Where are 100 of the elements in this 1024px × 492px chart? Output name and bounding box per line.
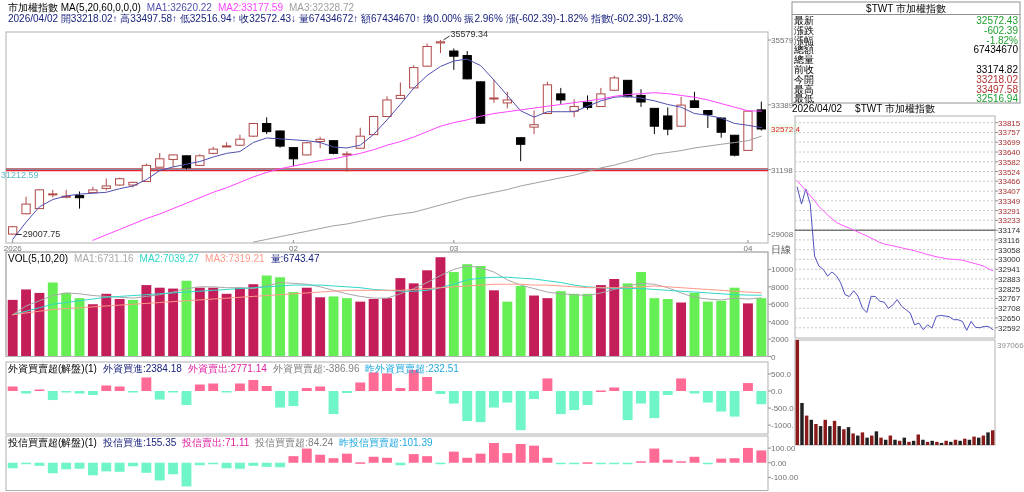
y-tick-label: 32883 <box>998 274 1021 284</box>
bar <box>422 456 433 463</box>
bar <box>893 439 897 445</box>
bar <box>569 293 580 357</box>
bar <box>462 457 473 463</box>
y-tick-label: 6000 <box>771 300 790 310</box>
y-tick-label: 0 <box>771 352 776 362</box>
bar <box>382 373 392 391</box>
bar <box>448 391 459 404</box>
candlestick <box>489 79 499 104</box>
bar <box>662 299 673 357</box>
annotation: 投信買進:155.35 <box>101 437 177 448</box>
line-series <box>796 180 994 272</box>
bar <box>194 384 205 391</box>
data-label: 33497.58 <box>976 83 1019 95</box>
data-label: -1.82% <box>986 34 1019 46</box>
bar <box>47 391 58 401</box>
y-tick-label: 32767 <box>998 294 1021 304</box>
bar <box>328 391 339 415</box>
bar <box>529 445 539 463</box>
bar <box>248 379 259 391</box>
y-tick-label: 500.0 <box>771 369 792 379</box>
bar <box>7 462 18 469</box>
bar <box>800 403 804 445</box>
bar <box>529 295 539 357</box>
bar <box>101 385 112 391</box>
bar <box>141 462 152 473</box>
bar <box>842 429 846 445</box>
bar <box>47 462 58 474</box>
bar <box>7 299 18 357</box>
y-tick-label: 0.00 <box>771 458 788 468</box>
bar <box>248 462 259 466</box>
y-tick-label: 33815 <box>998 118 1021 128</box>
bar <box>301 448 312 463</box>
text: MA1:6731.16 <box>74 253 134 264</box>
bar <box>515 391 526 431</box>
bar <box>382 457 392 463</box>
y-tick-label: -1000. <box>771 421 794 431</box>
bar <box>689 391 700 394</box>
bar <box>87 304 98 357</box>
bar <box>489 290 499 357</box>
bar <box>949 441 953 445</box>
bar <box>729 287 740 357</box>
bar <box>649 448 660 463</box>
text: 2026/04/02 開33218.02↑ 高33497.58↑ 低32516.94↑ 收32572.43↓ 量67434672↑ 額67434670↑ 換0.00% 振2.96% 漲(-602.39)-1.82% 指數(-602.39)-1.82% <box>8 13 683 24</box>
bar <box>288 391 299 407</box>
bar <box>828 426 832 445</box>
y-tick-label: 33466 <box>998 177 1021 187</box>
bar <box>555 291 566 357</box>
data-label: 32516.94 <box>976 93 1019 105</box>
bar <box>448 451 459 463</box>
y-tick-label: 33174 <box>998 226 1021 236</box>
bar <box>622 283 633 357</box>
bar <box>475 391 486 423</box>
category-label: 漲幅 <box>794 34 814 46</box>
bar <box>34 292 45 357</box>
candlestick <box>168 154 178 168</box>
bar <box>101 293 112 357</box>
bar <box>879 437 883 445</box>
chart-title: 外資買賣超(解盤)(1) <box>8 363 97 374</box>
bar <box>582 391 593 406</box>
category-label: 最新 <box>794 15 814 26</box>
y-tick-label: 33349 <box>998 196 1021 206</box>
text: 397066 <box>997 341 1024 350</box>
y-tick-label: 0.0 <box>771 387 783 396</box>
bar <box>422 376 433 391</box>
data-label: -602.39 <box>984 24 1019 36</box>
bar <box>649 391 660 419</box>
bar <box>569 391 580 411</box>
bar <box>930 440 934 445</box>
candlestick <box>449 48 459 71</box>
bar <box>355 382 366 391</box>
annotation: 29007.75 <box>22 229 61 240</box>
chart-title: 市加權指數 MA(5,20,60,0,0,0) <box>8 2 141 13</box>
bar <box>34 462 45 466</box>
bar <box>181 391 192 406</box>
chart-title: VOL(5,10,20) <box>8 253 69 264</box>
y-tick-label: 35579 <box>771 36 794 46</box>
bar <box>101 462 112 472</box>
bar <box>756 450 767 463</box>
y-tick-label: 33291 <box>998 206 1021 216</box>
bar <box>856 435 860 445</box>
annotation: 外資賣出:2771.14 <box>187 363 268 374</box>
bar <box>935 441 939 445</box>
y-tick-label: 33524 <box>998 167 1021 177</box>
bar <box>462 391 473 422</box>
bar <box>702 301 713 357</box>
bar <box>462 264 473 357</box>
bar <box>636 391 646 404</box>
candlestick <box>288 146 299 167</box>
bar <box>676 302 687 357</box>
line-series <box>252 135 762 243</box>
bar <box>368 372 379 392</box>
y-tick-label: -100.00 <box>771 473 799 483</box>
y-tick-label: 32650 <box>998 314 1021 324</box>
data-label: 33174.82 <box>976 64 1019 75</box>
annotation: 投信賣出:71.11 <box>181 437 250 448</box>
bar <box>154 391 165 400</box>
bar <box>154 462 165 481</box>
bar <box>489 443 499 463</box>
